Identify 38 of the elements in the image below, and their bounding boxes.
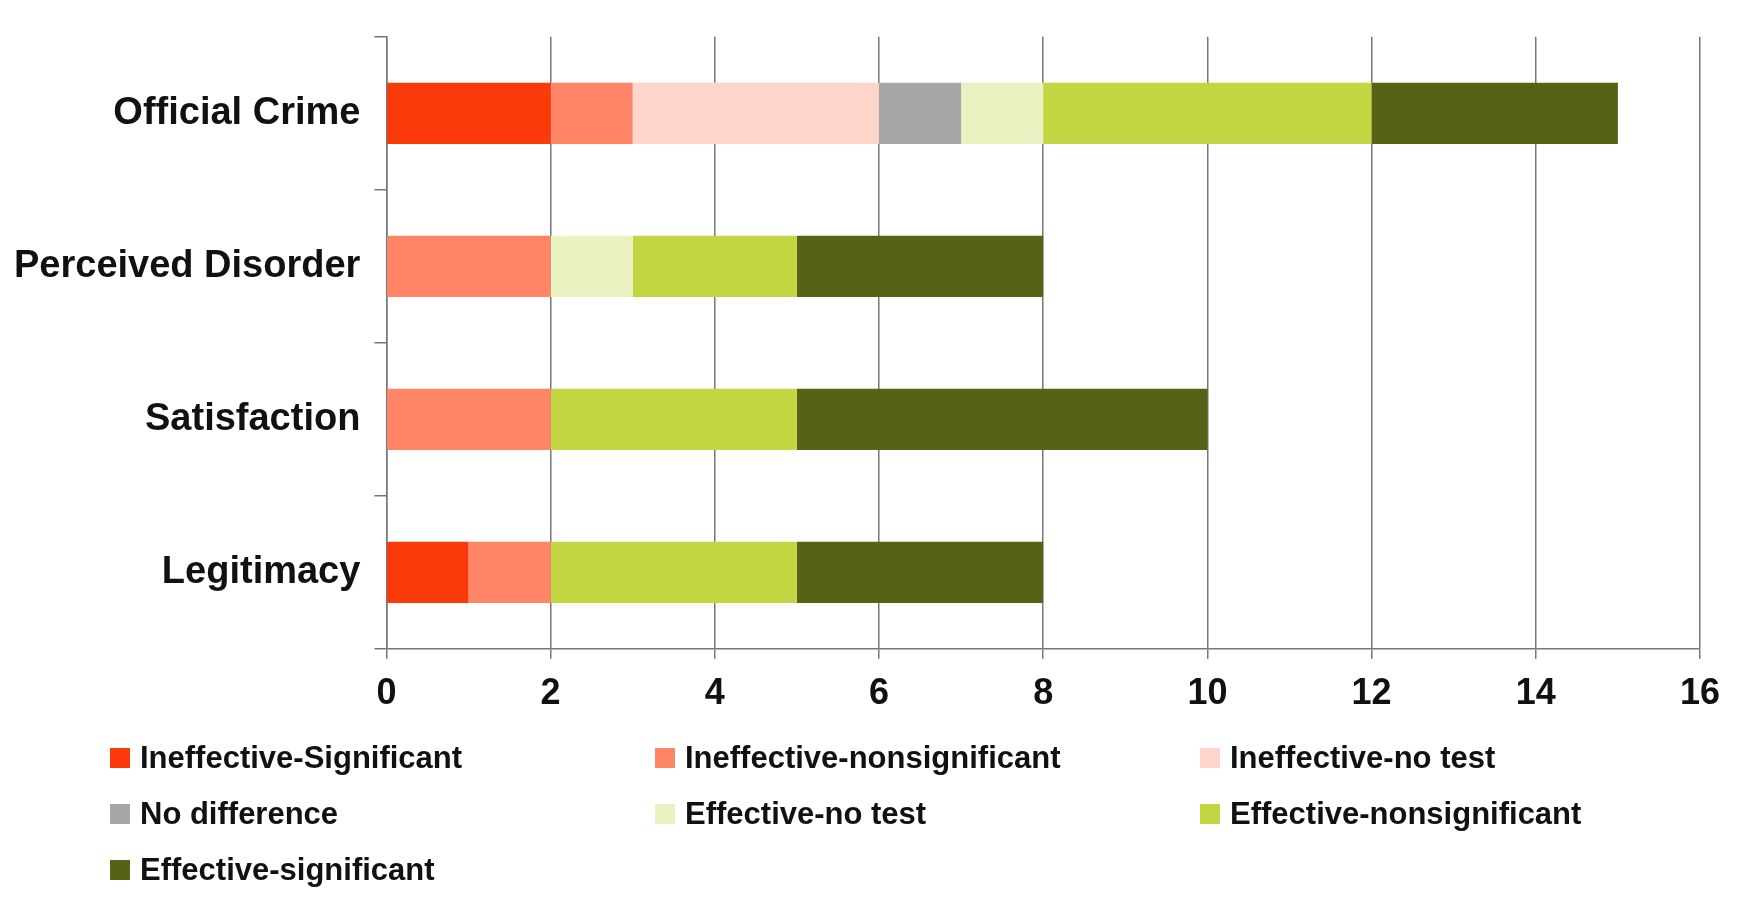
x-tick-label: 16: [1679, 671, 1721, 713]
legend-label: No difference: [140, 796, 339, 832]
x-tick-label: 4: [704, 671, 725, 713]
bar: [632, 235, 797, 297]
bar: [468, 541, 551, 603]
y-tick-label: Satisfaction: [145, 395, 361, 438]
bar: [632, 82, 879, 144]
bar: [961, 82, 1044, 144]
y-tick-label: Official Crime: [113, 89, 361, 132]
legend-label: Effective-nonsignificant: [1230, 796, 1582, 832]
bar: [796, 541, 1044, 603]
bar: [1371, 82, 1618, 144]
y-tick-label: Perceived Disorder: [13, 242, 361, 285]
x-tick-label: 2: [540, 671, 561, 713]
bar: [387, 235, 551, 297]
bar: [387, 388, 551, 450]
x-tick-label: 14: [1515, 671, 1556, 713]
x-tick-label: 6: [868, 671, 890, 713]
bar: [387, 541, 469, 603]
bar: [550, 541, 797, 603]
bar: [1043, 82, 1372, 144]
bar: [387, 82, 551, 144]
bar: [796, 388, 1208, 450]
legend-label: Effective-significant: [140, 852, 435, 888]
legend-label: Ineffective-no test: [1230, 740, 1496, 776]
x-tick-label: 8: [1033, 671, 1054, 713]
legend-label: Ineffective-nonsignificant: [685, 740, 1061, 776]
x-tick-label: 0: [376, 671, 397, 713]
x-tick-label: 10: [1187, 671, 1228, 713]
x-tick-label: 12: [1351, 671, 1392, 713]
legend-label: Effective-no test: [685, 796, 927, 832]
y-tick-label: Legitimacy: [161, 548, 361, 591]
bar: [796, 235, 1044, 297]
bar: [550, 82, 633, 144]
bar: [550, 235, 633, 297]
legend-label: Ineffective-Significant: [140, 740, 463, 776]
bar: [550, 388, 797, 450]
bar: [879, 82, 962, 144]
